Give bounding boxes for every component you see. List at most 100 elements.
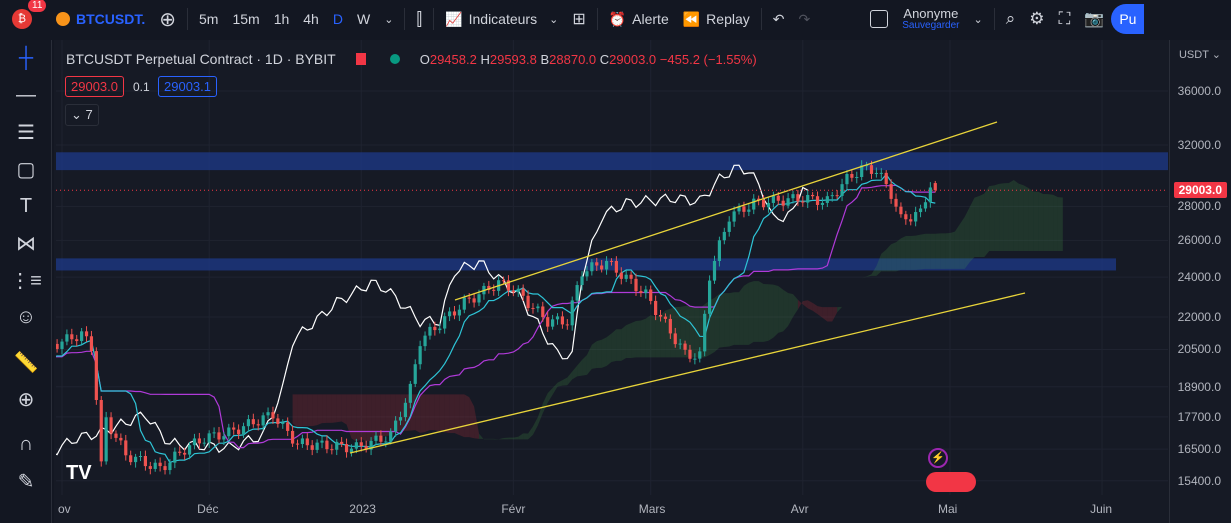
ichimoku-cloud-segment xyxy=(935,233,941,269)
buy-price-button[interactable]: 29003.1 xyxy=(158,76,217,97)
ichimoku-cloud-segment xyxy=(763,283,769,342)
interval-15m[interactable]: 15m xyxy=(232,11,260,27)
candle-body xyxy=(232,427,236,430)
publish-button[interactable]: Pu xyxy=(1111,4,1145,34)
ichimoku-cloud-segment xyxy=(601,337,607,368)
chevron-down-icon: ⌄ xyxy=(549,13,559,26)
ichimoku-cloud-segment xyxy=(753,281,759,342)
layout-name-button[interactable]: Anonyme Sauvegarder xyxy=(895,7,966,31)
candle-body xyxy=(698,351,702,359)
zoom-in-icon[interactable]: ⊕ xyxy=(17,389,35,411)
candle-body xyxy=(874,172,878,174)
indicators-button[interactable]: 📈 Indicateurs ⌄ xyxy=(438,11,565,28)
divider xyxy=(993,8,995,30)
candle-body xyxy=(595,262,599,266)
gear-icon[interactable]: ⚙ xyxy=(1029,9,1045,28)
price-tick-label: 18900.0 xyxy=(1177,379,1221,394)
layouts-grid-icon[interactable]: ⊞ xyxy=(572,11,586,28)
ichimoku-cloud-segment xyxy=(498,437,504,440)
candle-style-icon[interactable]: ⫿ xyxy=(416,8,423,29)
candle-body xyxy=(433,326,437,331)
candle-body xyxy=(565,324,569,326)
candle-body xyxy=(364,446,368,450)
lock-pencil-icon[interactable]: ✎ xyxy=(17,471,35,493)
indicators-toggle-button[interactable]: ⌄ 7 xyxy=(65,104,99,126)
candle-body xyxy=(869,165,874,174)
ichimoku-cloud-segment xyxy=(719,293,725,348)
currency-selector[interactable]: USDT ⌄ xyxy=(1178,49,1221,61)
interval-1h[interactable]: 1h xyxy=(273,11,290,27)
flag-icon[interactable] xyxy=(355,53,366,65)
redo-icon[interactable]: ↷ xyxy=(798,10,811,27)
magnet-icon[interactable]: ∩ xyxy=(18,433,34,455)
ichimoku-cloud-segment xyxy=(788,293,793,326)
candle-body xyxy=(423,335,427,347)
events-icon[interactable]: ⚡ xyxy=(928,448,948,468)
ichimoku-cloud-segment xyxy=(734,292,740,345)
compare-add-button[interactable]: ⊕ xyxy=(159,8,176,31)
candle-body xyxy=(114,433,118,438)
ichimoku-cloud-segment xyxy=(361,394,367,442)
chart-pane[interactable] xyxy=(54,40,1231,523)
interval-d[interactable]: D xyxy=(332,11,343,27)
search-icon[interactable]: ⌕ xyxy=(1005,9,1016,28)
candle-body xyxy=(717,240,722,261)
emoji-icon[interactable]: ☺ xyxy=(15,306,37,328)
ichimoku-cloud-segment xyxy=(675,306,681,358)
ichimoku-cloud-segment xyxy=(292,394,298,428)
ichimoku-cloud-segment xyxy=(739,285,744,345)
candle-body xyxy=(178,451,182,453)
price-axis[interactable]: USDT ⌄ xyxy=(1169,40,1231,523)
ichimoku-cloud-segment xyxy=(866,274,872,277)
date-tick-label: Avr xyxy=(790,502,809,516)
candle-body xyxy=(904,214,908,220)
candle-body xyxy=(379,435,383,442)
candle-body xyxy=(889,184,893,199)
interval-4h[interactable]: 4h xyxy=(303,11,319,27)
ichimoku-cloud-segment xyxy=(802,300,808,309)
candle-body xyxy=(51,342,54,344)
measure-list-icon[interactable]: ⋮≡ xyxy=(10,270,42,292)
interval-w[interactable]: W xyxy=(356,11,371,27)
ichimoku-cloud-segment xyxy=(577,359,583,377)
symbol-search[interactable]: BTCUSDT. xyxy=(49,11,152,27)
horizontal-line-icon[interactable]: — xyxy=(16,84,36,106)
undo-icon[interactable]: ↶ xyxy=(772,10,785,27)
candle-body xyxy=(860,165,864,178)
candle-body xyxy=(585,271,589,277)
candle-body xyxy=(771,195,775,203)
ichimoku-cloud-segment xyxy=(994,183,1000,252)
sell-price-button[interactable]: 29003.0 xyxy=(65,76,124,97)
price-tick-label: 22000.0 xyxy=(1177,310,1221,325)
interval-5m[interactable]: 5m xyxy=(199,11,219,27)
ichimoku-cloud-segment xyxy=(729,292,735,347)
interval-dropdown-chevron-icon[interactable]: ⌄ xyxy=(384,13,394,26)
candle-body xyxy=(732,211,736,222)
candle-body xyxy=(501,280,506,282)
fullscreen-icon[interactable]: ⛶ xyxy=(1058,9,1071,28)
tradingview-logo: TV xyxy=(66,462,92,484)
ruler-icon[interactable]: 📏 xyxy=(13,352,39,374)
ichimoku-cloud-segment xyxy=(886,244,892,272)
ichimoku-cloud-segment xyxy=(503,437,509,440)
notification-badge: 11 xyxy=(28,0,47,12)
candle-body xyxy=(124,440,128,456)
replay-button[interactable]: ⏪ Replay xyxy=(676,11,757,28)
ichimoku-cloud-segment xyxy=(817,306,823,318)
candle-body xyxy=(516,288,520,293)
alert-button[interactable]: ⏰ Alerte xyxy=(602,11,676,28)
crosshair-icon[interactable]: ┼ xyxy=(18,47,34,69)
logo-button[interactable]: ₿ 11 xyxy=(0,0,47,29)
ichimoku-cloud-segment xyxy=(1033,191,1039,252)
layout-name: Anonyme xyxy=(903,5,959,21)
kijun-sen-line xyxy=(56,184,936,449)
pattern-icon[interactable]: ⋈ xyxy=(16,233,36,255)
rectangle-icon[interactable]: ▢ xyxy=(16,159,36,181)
layout-checkbox-icon[interactable] xyxy=(863,10,895,28)
fib-icon[interactable]: ☰ xyxy=(17,122,35,144)
economic-events-icons[interactable] xyxy=(926,472,976,492)
text-icon[interactable]: T xyxy=(19,195,33,217)
chevron-down-icon[interactable]: ⌄ xyxy=(973,13,983,26)
camera-icon[interactable]: 📷 xyxy=(1084,11,1105,28)
